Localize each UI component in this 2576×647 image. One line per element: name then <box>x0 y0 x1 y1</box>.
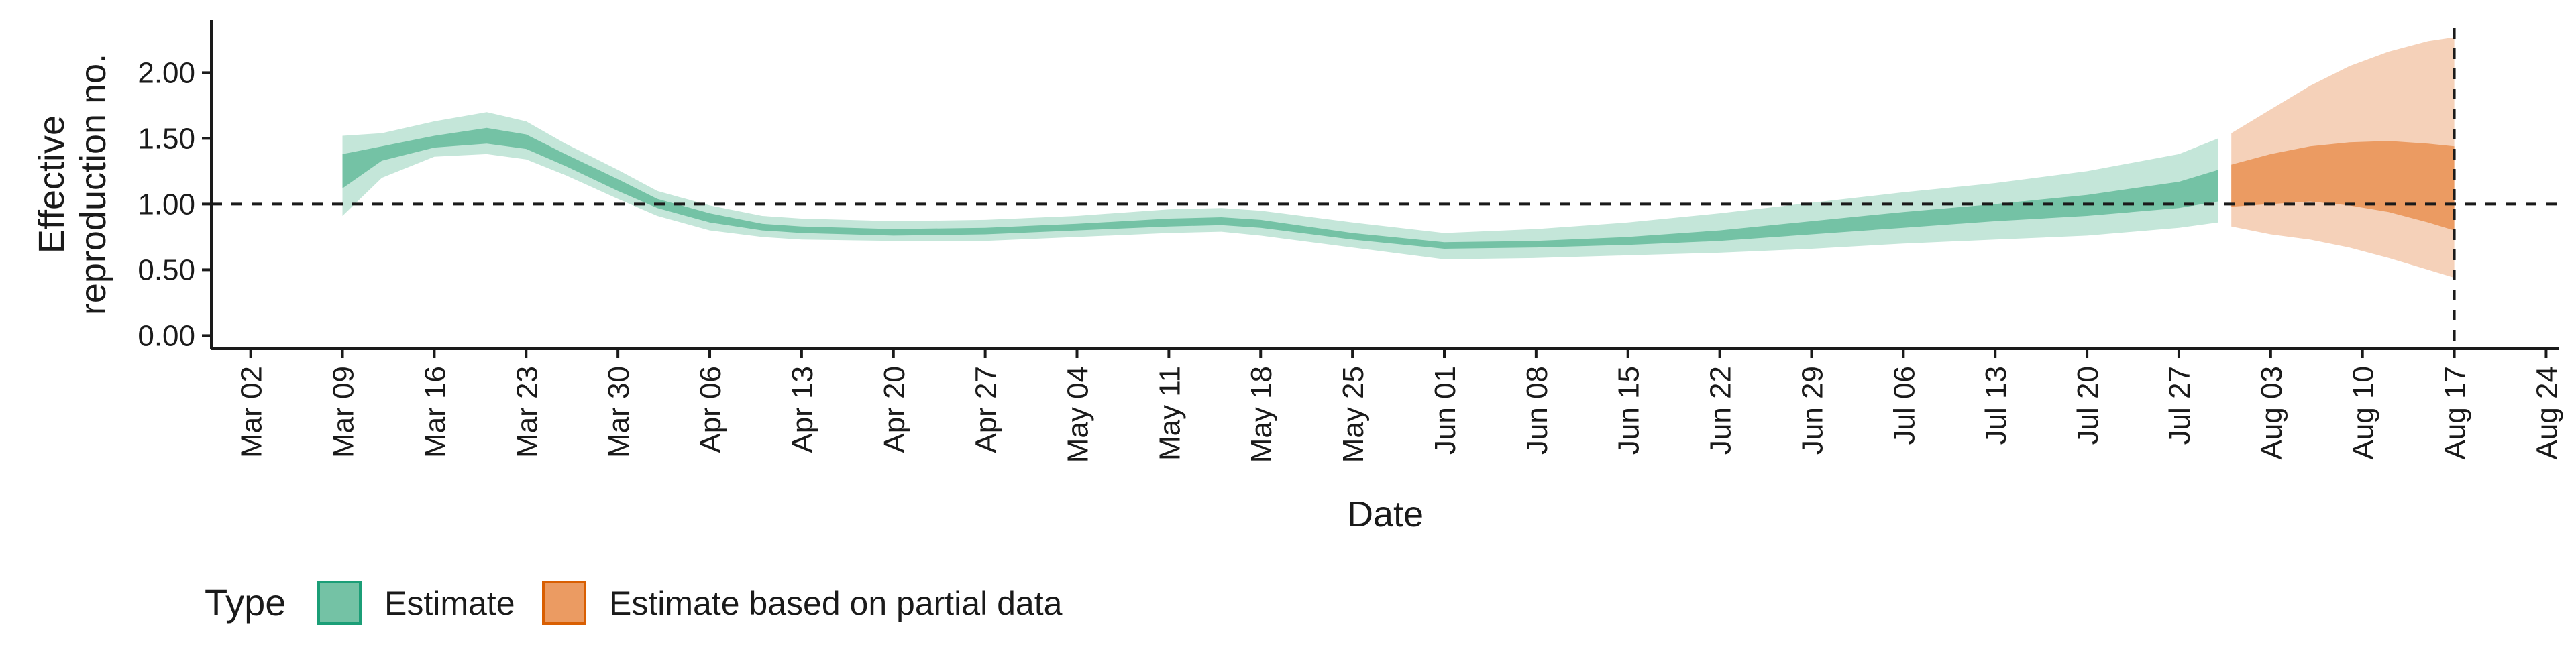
x-tick-label: Apr 13 <box>786 366 819 453</box>
x-tick-label: Apr 06 <box>694 366 727 453</box>
y-tick-label: 1.00 <box>138 188 195 221</box>
x-tick-label: Jun 08 <box>1521 366 1554 455</box>
x-tick-label: Aug 17 <box>2439 366 2472 459</box>
y-tick-label: 1.50 <box>138 122 195 155</box>
y-tick-label: 0.50 <box>138 253 195 286</box>
legend-label-estimate: Estimate <box>384 585 515 622</box>
legend-label-estimate-based-on-partial-data: Estimate based on partial data <box>609 585 1063 622</box>
x-tick-label: Jul 27 <box>2163 366 2196 445</box>
x-tick-label: Aug 10 <box>2347 366 2380 459</box>
x-tick-label: Aug 03 <box>2255 366 2288 459</box>
x-tick-label: Jun 22 <box>1705 366 1737 455</box>
x-tick-label: May 18 <box>1245 366 1278 463</box>
band-inner-estimate-based-on-partial-data <box>2231 141 2455 231</box>
x-tick-label: Apr 20 <box>878 366 911 453</box>
x-tick-label: Jul 20 <box>2072 366 2104 445</box>
x-tick-label: Jul 06 <box>1888 366 1921 445</box>
y-axis-title-line: reproduction no. <box>73 54 113 315</box>
x-tick-label: May 25 <box>1337 366 1370 463</box>
x-tick-label: Apr 27 <box>970 366 1003 453</box>
reference-lines <box>211 28 2559 349</box>
x-axis-title: Date <box>1347 494 1424 534</box>
y-tick-label: 0.00 <box>138 319 195 352</box>
x-tick-label: Jun 15 <box>1613 366 1646 455</box>
x-tick-label: Mar 09 <box>327 366 360 458</box>
band-outer-estimate <box>342 112 2218 259</box>
legend-key-estimate <box>317 581 362 625</box>
legend: Type Estimate Estimate based on partial da… <box>205 581 1063 625</box>
legend-title: Type <box>205 581 286 624</box>
x-tick-label: May 11 <box>1153 366 1186 461</box>
x-tick-label: Mar 16 <box>419 366 451 458</box>
x-tick-label: Mar 02 <box>235 366 268 458</box>
y-tick-label: 2.00 <box>138 56 195 89</box>
x-tick-label: May 04 <box>1062 366 1095 463</box>
x-tick-label: Mar 23 <box>511 366 543 458</box>
band-inner-estimate <box>342 127 2218 249</box>
band-layer <box>342 37 2455 278</box>
y-axis-title-line: Effective <box>32 115 72 253</box>
axes: 0.00 0.50 1.00 1.50 2.00 Mar 02 Mar 09 Mar 16 Ma… <box>32 20 2563 534</box>
x-tick-label: Jul 13 <box>1980 366 2012 445</box>
x-tick-label: Jun 29 <box>1796 366 1829 455</box>
x-tick-label: Aug 24 <box>2530 366 2563 459</box>
x-tick-label: Jun 01 <box>1429 366 1462 455</box>
y-axis-title: Effectivereproduction no. <box>32 54 113 315</box>
legend-key-estimate-based-on-partial-data <box>542 581 586 625</box>
x-tick-label: Mar 30 <box>602 366 635 458</box>
